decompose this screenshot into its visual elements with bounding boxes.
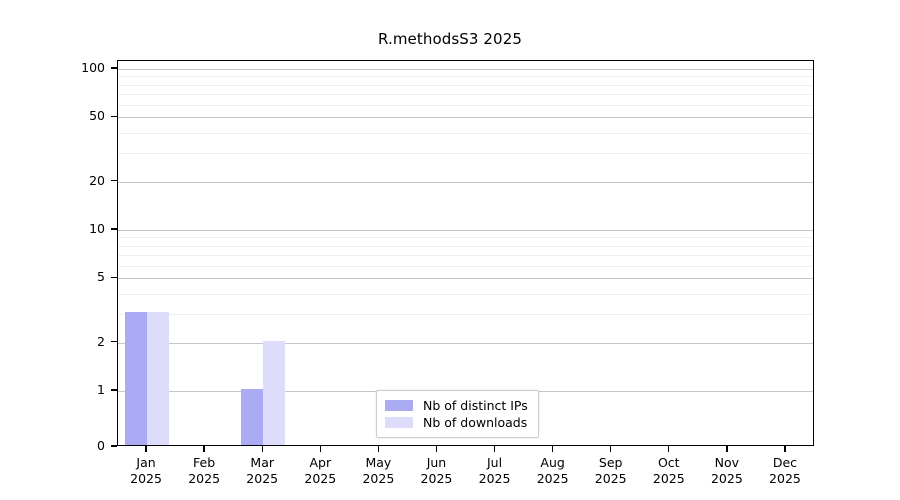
x-tick-mark [377,446,380,452]
gridline-major [118,117,813,119]
x-tick-year: 2025 [652,471,685,486]
y-tick-mark [111,115,117,118]
x-tick-label-jun: Jun 2025 [421,455,453,487]
gridline-minor [118,153,813,155]
bar-mar-distinct-ips [241,389,264,445]
gridline-minor [118,245,813,247]
y-tick-mark [111,276,117,279]
x-tick-year: 2025 [769,471,801,486]
x-tick-year: 2025 [710,471,743,486]
chart-legend: Nb of distinct IPs Nb of downloads [376,390,539,438]
x-tick-month: Feb [193,455,216,470]
gridline-major [118,278,813,280]
x-tick-year: 2025 [536,471,569,486]
x-tick-mark [551,446,554,452]
y-tick-mark [111,445,117,447]
gridline-minor [118,133,813,135]
y-tick-label: 20 [89,172,105,188]
bar-jan-distinct-ips [125,312,148,445]
x-tick-year: 2025 [304,471,337,486]
x-tick-year: 2025 [362,471,395,486]
y-tick-mark [111,228,117,230]
x-tick-mark [435,446,438,452]
gridline-major [118,230,813,231]
x-tick-year: 2025 [420,471,453,486]
x-tick-mark [145,446,147,452]
gridline-major [118,181,813,183]
x-tick-label-nov: Nov 2025 [711,455,743,487]
x-tick-label-apr: Apr 2025 [304,455,336,487]
x-tick-month: Oct [657,455,680,470]
x-tick-mark [610,446,612,452]
y-tick-label: 50 [89,108,105,124]
x-tick-month: Nov [714,455,740,470]
legend-label: Nb of distinct IPs [423,398,528,413]
x-tick-month: Jan [136,455,156,470]
x-tick-mark [668,446,670,452]
y-tick-label: 10 [89,220,105,236]
legend-swatch-icon [385,400,413,411]
x-tick-year: 2025 [188,471,221,486]
plot-area [117,60,814,446]
x-tick-label-oct: Oct 2025 [653,455,685,487]
x-tick-month: Mar [250,455,274,470]
y-tick-label: 0 [97,437,105,453]
gridline-major [118,342,813,344]
legend-swatch-icon [385,417,413,428]
gridline-minor [118,314,813,316]
x-tick-month: Jul [486,455,503,470]
y-tick-mark [111,179,117,182]
x-tick-month: May [365,455,392,470]
y-tick-mark [111,389,117,391]
gridline-minor [118,237,813,239]
x-tick-label-feb: Feb 2025 [188,455,220,487]
gridline-minor [118,84,813,86]
x-tick-month: Aug [540,455,565,470]
x-tick-mark [493,446,496,452]
x-tick-mark [319,446,321,452]
x-tick-label-dec: Dec 2025 [769,455,801,487]
x-tick-month: Sep [598,455,623,470]
x-tick-month: Dec [772,455,798,470]
gridline-minor [118,294,813,296]
bar-jan-downloads [147,312,170,445]
y-tick-label: 2 [97,333,105,349]
x-tick-year: 2025 [478,471,511,486]
x-tick-month: Jun [426,455,447,470]
gridline-minor [118,76,813,78]
x-tick-mark [726,446,728,452]
legend-label: Nb of downloads [423,415,528,430]
chart-title: R.methodsS3 2025 [377,30,522,48]
x-tick-month: Apr [309,455,332,470]
x-tick-label-aug: Aug 2025 [537,455,569,487]
y-tick-mark [111,340,117,343]
gridline-minor [118,93,813,95]
gridline-minor [118,254,813,256]
y-tick-mark [111,67,117,69]
bar-mar-downloads [263,340,286,445]
x-tick-label-sep: Sep 2025 [595,455,627,487]
gridline-major [118,69,813,70]
x-tick-label-jan: Jan 2025 [130,455,162,487]
x-tick-label-jul: Jul 2025 [479,455,511,487]
gridline-minor [118,104,813,106]
x-tick-year: 2025 [130,471,162,486]
x-tick-mark [203,446,205,452]
y-tick-label: 100 [81,59,105,75]
x-tick-mark [784,446,786,452]
x-tick-year: 2025 [594,471,627,486]
legend-item-downloads[interactable]: Nb of downloads [385,414,528,431]
x-tick-year: 2025 [246,471,279,486]
x-tick-label-may: May 2025 [362,455,394,487]
legend-item-distinct-ips[interactable]: Nb of distinct IPs [385,397,528,414]
y-tick-label: 1 [97,381,105,397]
y-tick-label: 5 [97,269,105,285]
x-tick-mark [261,446,263,452]
x-tick-label-mar: Mar 2025 [246,455,278,487]
gridline-minor [118,265,813,267]
